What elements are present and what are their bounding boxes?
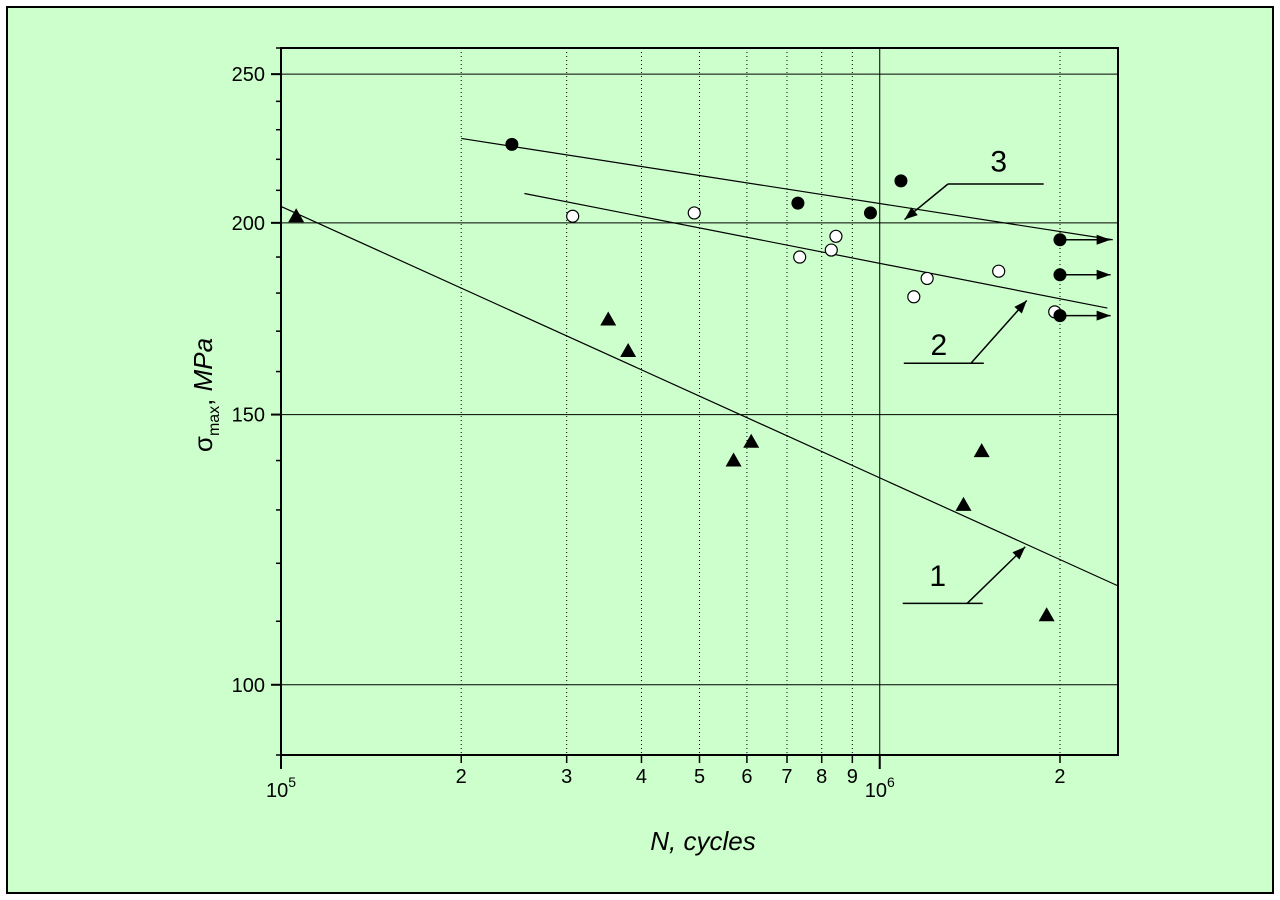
- data-point-triangle: [620, 343, 637, 358]
- curve-label-arrow-2-shaft: [970, 300, 1028, 364]
- y-tick-label: 250: [232, 64, 265, 86]
- data-point-triangle: [725, 452, 742, 467]
- x-tick-label: 105: [266, 774, 296, 802]
- runout-arrow: [1059, 269, 1111, 280]
- runout-arrow-head: [1096, 310, 1111, 321]
- curve-label-arrow-1-shaft: [966, 546, 1026, 604]
- runout-arrow: [1059, 234, 1111, 245]
- y-axis-title-unit: MPa: [188, 338, 218, 391]
- x-axis-title: N, cycles: [650, 826, 755, 856]
- data-point-open-circle: [687, 206, 701, 220]
- x-tick-label: 106: [865, 774, 895, 802]
- runout-arrows: [1059, 234, 1111, 321]
- data-point-filled-circle: [894, 174, 908, 188]
- x-tick-label: 9: [847, 766, 858, 788]
- x-tick-label: 5: [694, 766, 705, 788]
- x-tick-label: 3: [561, 766, 572, 788]
- y-tick-label: 100: [232, 675, 265, 697]
- y-tick-label: 200: [232, 213, 265, 235]
- data-point-filled-circle: [505, 137, 519, 151]
- data-point-filled-circle: [791, 196, 805, 210]
- data-point-open-circle: [793, 250, 807, 264]
- fit-line-1: [280, 205, 1119, 587]
- data-point-open-circle: [566, 209, 580, 223]
- x-tick-exponent: 6: [887, 774, 895, 790]
- x-tick-label: 4: [636, 766, 647, 788]
- data-points: [288, 137, 1067, 622]
- x-tick-label: 8: [816, 766, 827, 788]
- fit-line-2: [524, 192, 1108, 309]
- x-tick-exponent: 5: [288, 774, 296, 790]
- x-tick-base: 10: [865, 780, 887, 802]
- data-point-triangle: [288, 208, 305, 223]
- y-axis-title-separator: ,: [188, 391, 218, 405]
- x-tick-base: 10: [266, 780, 288, 802]
- data-point-filled-circle: [1053, 309, 1067, 323]
- x-tick-label: 7: [781, 766, 792, 788]
- runout-arrow-head: [1096, 234, 1111, 245]
- data-point-open-circle: [829, 229, 843, 243]
- x-tick-label: 2: [456, 766, 467, 788]
- data-point-open-circle: [907, 290, 921, 304]
- curve-label-arrow-2: [970, 300, 1028, 364]
- data-point-triangle: [743, 433, 760, 448]
- curve-label-arrow-1-head: [1012, 546, 1026, 560]
- data-point-open-circle: [920, 271, 934, 286]
- data-point-filled-circle: [863, 206, 877, 220]
- chart-background: [6, 6, 1274, 894]
- fit-line-3: [461, 137, 1113, 241]
- y-axis-title-symbol: σ: [188, 436, 218, 452]
- data-point-filled-circle: [1053, 268, 1067, 282]
- fit-lines: [280, 137, 1119, 587]
- curve-label-2: 2: [930, 329, 947, 362]
- x-tick-label: 2: [1054, 766, 1065, 788]
- data-point-triangle: [1038, 607, 1055, 622]
- plot-frame: [280, 47, 1119, 756]
- data-point-open-circle: [992, 264, 1006, 278]
- data-point-triangle: [600, 311, 617, 326]
- runout-arrow: [1059, 310, 1111, 321]
- curve-labels: 1 2 3: [902, 146, 1044, 605]
- data-point-open-circle: [824, 243, 838, 257]
- curve-label-1: 1: [929, 560, 946, 593]
- curve-label-arrow-3-head: [904, 207, 918, 220]
- data-point-triangle: [955, 496, 972, 511]
- runout-arrow-head: [1096, 269, 1111, 280]
- data-point-triangle: [973, 443, 990, 458]
- y-axis-title: σmax, MPa: [188, 338, 223, 452]
- data-point-filled-circle: [1053, 233, 1067, 247]
- y-tick-label: 150: [232, 405, 265, 427]
- x-tick-label: 6: [741, 766, 752, 788]
- curve-label-arrow-2-head: [1014, 300, 1027, 314]
- y-axis-title-subscript: max: [206, 406, 223, 436]
- curve-label-arrow-1: [966, 546, 1026, 604]
- curve-label-3: 3: [990, 146, 1007, 179]
- curve-label-arrow-3: [904, 183, 949, 221]
